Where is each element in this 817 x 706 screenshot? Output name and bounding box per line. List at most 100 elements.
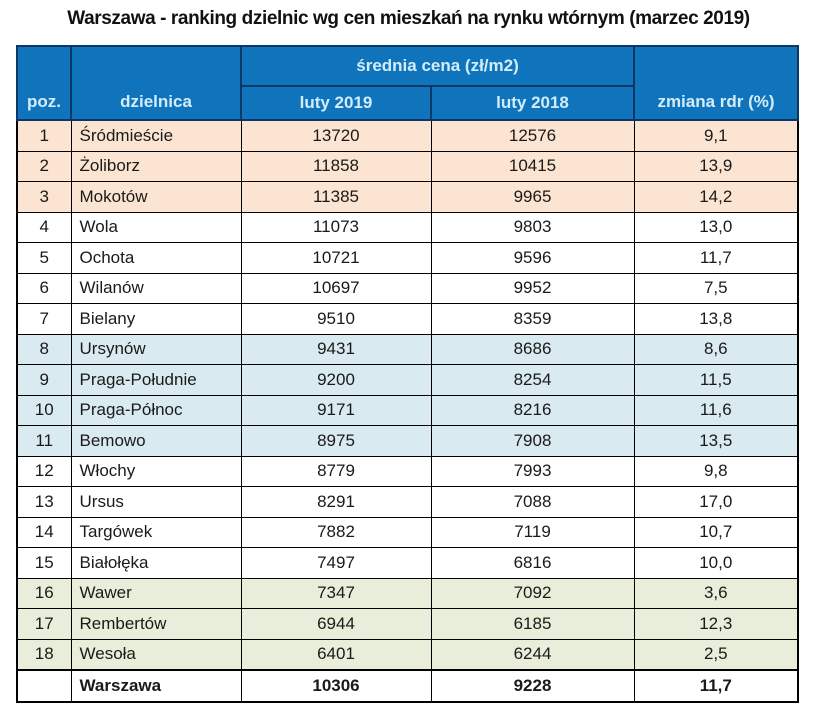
table-row: 4 Wola 11073 9803 13,0	[16, 211, 799, 243]
cell-zmiana: 10,7	[633, 516, 799, 548]
table-row: 17 Rembertów 6944 6185 12,3	[16, 608, 799, 640]
table-row: 10 Praga-Północ 9171 8216 11,6	[16, 394, 799, 426]
cell-zmiana: 11,6	[633, 394, 799, 426]
cell-poz: 4	[16, 211, 72, 243]
cell-dzielnica: Wesoła	[70, 638, 242, 671]
table-row: 2 Żoliborz 11858 10415 13,9	[16, 150, 799, 182]
cell-luty2019: 11073	[240, 211, 432, 243]
cell-luty2018: 7993	[430, 455, 635, 487]
cell-poz: 8	[16, 333, 72, 365]
cell-luty2019: 9431	[240, 333, 432, 365]
table-row: 8 Ursynów 9431 8686 8,6	[16, 333, 799, 365]
table-row: 11 Bemowo 8975 7908 13,5	[16, 425, 799, 457]
cell-luty2019: 7882	[240, 516, 432, 548]
cell-luty2018: 6244	[430, 638, 635, 671]
cell-luty2019: 9200	[240, 364, 432, 396]
header-poz: poz.	[16, 45, 72, 121]
cell-zmiana: 14,2	[633, 181, 799, 213]
table-row: 18 Wesoła 6401 6244 2,5	[16, 638, 799, 671]
cell-luty2019: 10721	[240, 242, 432, 274]
cell-dzielnica: Targówek	[70, 516, 242, 548]
cell-zmiana: 12,3	[633, 608, 799, 640]
cell-luty2019: 7347	[240, 577, 432, 609]
cell-luty2019: 11385	[240, 181, 432, 213]
cell-zmiana: 2,5	[633, 638, 799, 671]
table-row: 13 Ursus 8291 7088 17,0	[16, 486, 799, 518]
cell-dzielnica: Rembertów	[70, 608, 242, 640]
cell-dzielnica: Żoliborz	[70, 150, 242, 182]
cell-poz: 6	[16, 272, 72, 304]
cell-dzielnica: Wilanów	[70, 272, 242, 304]
table-row: 1 Śródmieście 13720 12576 9,1	[16, 119, 799, 152]
cell-luty2018: 9803	[430, 211, 635, 243]
summary-cell-luty2018: 9228	[430, 669, 635, 702]
table-row: 5 Ochota 10721 9596 11,7	[16, 242, 799, 274]
cell-zmiana: 13,8	[633, 303, 799, 335]
cell-poz: 10	[16, 394, 72, 426]
table-row: 9 Praga-Południe 9200 8254 11,5	[16, 364, 799, 396]
cell-luty2019: 13720	[240, 119, 432, 152]
cell-dzielnica: Wawer	[70, 577, 242, 609]
table-row: 12 Włochy 8779 7993 9,8	[16, 455, 799, 487]
cell-poz: 5	[16, 242, 72, 274]
table-row: 3 Mokotów 11385 9965 14,2	[16, 181, 799, 213]
summary-cell-poz	[16, 669, 72, 702]
cell-dzielnica: Ursus	[70, 486, 242, 518]
cell-luty2019: 10697	[240, 272, 432, 304]
cell-luty2018: 8686	[430, 333, 635, 365]
cell-luty2018: 7088	[430, 486, 635, 518]
cell-luty2019: 8779	[240, 455, 432, 487]
header-dzielnica: dzielnica	[70, 45, 242, 121]
cell-luty2019: 8975	[240, 425, 432, 457]
summary-row: Warszawa 10306 9228 11,7	[16, 669, 799, 702]
cell-luty2018: 10415	[430, 150, 635, 182]
cell-dzielnica: Ochota	[70, 242, 242, 274]
header-zmiana-rdr: zmiana rdr (%)	[633, 45, 800, 121]
cell-zmiana: 8,6	[633, 333, 799, 365]
cell-poz: 7	[16, 303, 72, 335]
cell-luty2019: 8291	[240, 486, 432, 518]
cell-dzielnica: Praga-Północ	[70, 394, 242, 426]
cell-luty2019: 7497	[240, 547, 432, 579]
cell-poz: 9	[16, 364, 72, 396]
cell-dzielnica: Wola	[70, 211, 242, 243]
table-row: 14 Targówek 7882 7119 10,7	[16, 516, 799, 548]
cell-luty2019: 6944	[240, 608, 432, 640]
summary-cell-dzielnica: Warszawa	[70, 669, 242, 702]
summary-cell-luty2019: 10306	[240, 669, 432, 702]
cell-zmiana: 7,5	[633, 272, 799, 304]
cell-poz: 3	[16, 181, 72, 213]
cell-luty2018: 6185	[430, 608, 635, 640]
cell-poz: 14	[16, 516, 72, 548]
page-title: Warszawa - ranking dzielnic wg cen miesz…	[67, 8, 750, 29]
summary-cell-zmiana: 11,7	[633, 669, 799, 702]
cell-dzielnica: Praga-Południe	[70, 364, 242, 396]
cell-luty2018: 9596	[430, 242, 635, 274]
cell-zmiana: 3,6	[633, 577, 799, 609]
cell-luty2018: 8359	[430, 303, 635, 335]
cell-zmiana: 13,5	[633, 425, 799, 457]
cell-dzielnica: Bemowo	[70, 425, 242, 457]
header-group-srednia-cena: średnia cena (zł/m2)	[239, 45, 636, 87]
cell-poz: 15	[16, 547, 72, 579]
cell-luty2019: 9171	[240, 394, 432, 426]
cell-luty2018: 7092	[430, 577, 635, 609]
cell-luty2018: 9965	[430, 181, 635, 213]
cell-luty2018: 6816	[430, 547, 635, 579]
cell-poz: 1	[16, 119, 72, 152]
cell-luty2019: 11858	[240, 150, 432, 182]
cell-dzielnica: Białołęka	[70, 547, 242, 579]
cell-luty2018: 12576	[430, 119, 635, 152]
ranking-table: poz. dzielnica średnia cena (zł/m2) zmia…	[16, 45, 800, 703]
table-row: 15 Białołęka 7497 6816 10,0	[16, 547, 799, 579]
cell-dzielnica: Bielany	[70, 303, 242, 335]
cell-luty2018: 8254	[430, 364, 635, 396]
cell-poz: 12	[16, 455, 72, 487]
cell-luty2019: 6401	[240, 638, 432, 671]
cell-luty2018: 7908	[430, 425, 635, 457]
cell-zmiana: 13,9	[633, 150, 799, 182]
table-row: 7 Bielany 9510 8359 13,8	[16, 303, 799, 335]
header-luty-2019: luty 2019	[240, 85, 432, 121]
cell-luty2019: 9510	[240, 303, 432, 335]
cell-dzielnica: Mokotów	[70, 181, 242, 213]
